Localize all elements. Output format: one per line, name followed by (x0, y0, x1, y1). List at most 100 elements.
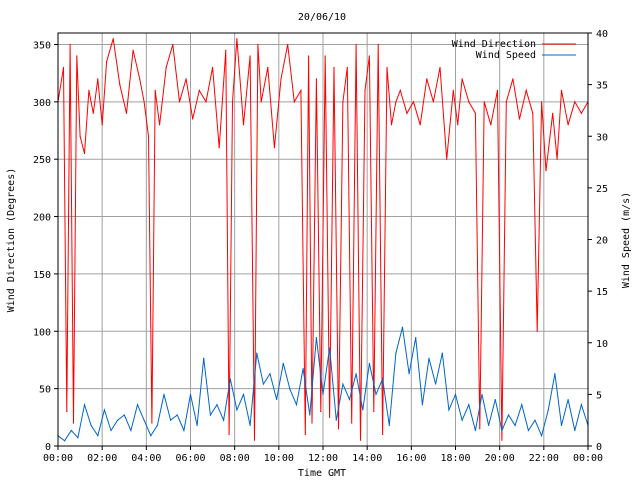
data-point (192, 118, 194, 120)
data-point (143, 419, 145, 421)
data-point (320, 410, 322, 413)
data-point (532, 112, 534, 114)
x-tick-label: 08:00 (220, 453, 250, 464)
data-point (79, 135, 81, 137)
series-line (57, 38, 589, 441)
data-point (348, 398, 351, 401)
data-point (556, 158, 558, 160)
data-point (242, 393, 245, 395)
data-point (552, 112, 554, 114)
x-axis-label: Time GMT (298, 468, 346, 479)
data-point (205, 101, 207, 103)
data-point (490, 124, 492, 126)
data-point (580, 112, 582, 114)
data-point (276, 398, 278, 401)
data-point (211, 66, 214, 69)
right-axis: 0 5 10 15 20 25 30 35 40 (588, 29, 608, 453)
data-point (329, 416, 331, 418)
y-right-tick-label: 5 (596, 390, 602, 401)
data-point (125, 112, 128, 114)
data-point (342, 383, 344, 385)
data-point (209, 414, 211, 416)
data-point (525, 89, 527, 91)
y-left-tick-label: 200 (33, 213, 51, 224)
data-point (479, 428, 481, 430)
data-point (574, 101, 576, 103)
y-axis-right-label: Wind Speed (m/s) (621, 192, 632, 288)
data-point (377, 43, 379, 46)
data-point (373, 410, 375, 413)
data-point (337, 428, 340, 430)
data-point (382, 433, 384, 436)
data-point (580, 404, 582, 406)
data-point (501, 429, 503, 432)
x-tick-label: 18:00 (440, 453, 470, 464)
data-point (228, 433, 230, 436)
y-axis-left-label: Wind Direction (Degrees) (6, 168, 17, 313)
y-left-tick-label: 150 (33, 270, 51, 281)
data-point (324, 55, 326, 57)
data-point (97, 435, 99, 437)
data-point (512, 78, 514, 80)
data-point (368, 55, 370, 57)
data-point (189, 393, 192, 395)
data-point (130, 429, 132, 432)
y-right-tick-label: 20 (596, 236, 608, 247)
data-point (368, 362, 370, 364)
x-tick-label: 14:00 (352, 453, 382, 464)
data-point (507, 414, 510, 416)
data-point (83, 152, 86, 155)
x-tick-label: 10:00 (264, 453, 294, 464)
data-point (527, 429, 529, 432)
y-right-tick-label: 30 (596, 132, 608, 143)
data-point (541, 101, 543, 103)
data-point (216, 404, 218, 406)
y-right-tick-label: 25 (596, 184, 608, 195)
data-point (203, 357, 205, 359)
data-point (574, 429, 576, 432)
data-point (441, 352, 443, 354)
legend-label: Wind Speed (476, 50, 536, 61)
data-point (457, 124, 459, 126)
data-point (218, 147, 220, 149)
data-point (518, 118, 521, 120)
data-point (163, 393, 165, 395)
data-point (302, 367, 304, 370)
data-point (151, 422, 153, 424)
y-right-tick-label: 0 (596, 442, 602, 453)
data-point (92, 112, 94, 114)
data-point (426, 78, 428, 80)
data-point (112, 38, 114, 40)
data-point (355, 43, 357, 46)
data-point (375, 393, 377, 395)
data-point (273, 147, 276, 149)
y-right-tick-label: 15 (596, 287, 608, 298)
data-point (147, 135, 150, 137)
data-point (72, 422, 75, 424)
x-tick-label: 16:00 (396, 453, 426, 464)
data-point (329, 347, 331, 349)
data-point (293, 101, 295, 103)
x-tick-label: 04:00 (131, 453, 161, 464)
data-point (461, 78, 463, 80)
data-point (229, 378, 231, 380)
data-point (150, 435, 152, 437)
y-left-tick-label: 100 (33, 327, 51, 338)
data-point (496, 89, 499, 91)
data-point (158, 124, 161, 126)
data-point (364, 89, 366, 91)
data-point (260, 101, 262, 103)
data-point (488, 424, 490, 426)
data-point (139, 78, 141, 80)
data-point (257, 43, 259, 46)
x-tick-label: 00:00 (573, 453, 603, 464)
data-point (309, 414, 311, 416)
data-point (77, 437, 79, 439)
data-point (262, 383, 264, 385)
data-point (432, 101, 435, 103)
data-point (101, 124, 103, 126)
data-point (70, 429, 72, 432)
y-left-tick-label: 350 (33, 40, 51, 51)
